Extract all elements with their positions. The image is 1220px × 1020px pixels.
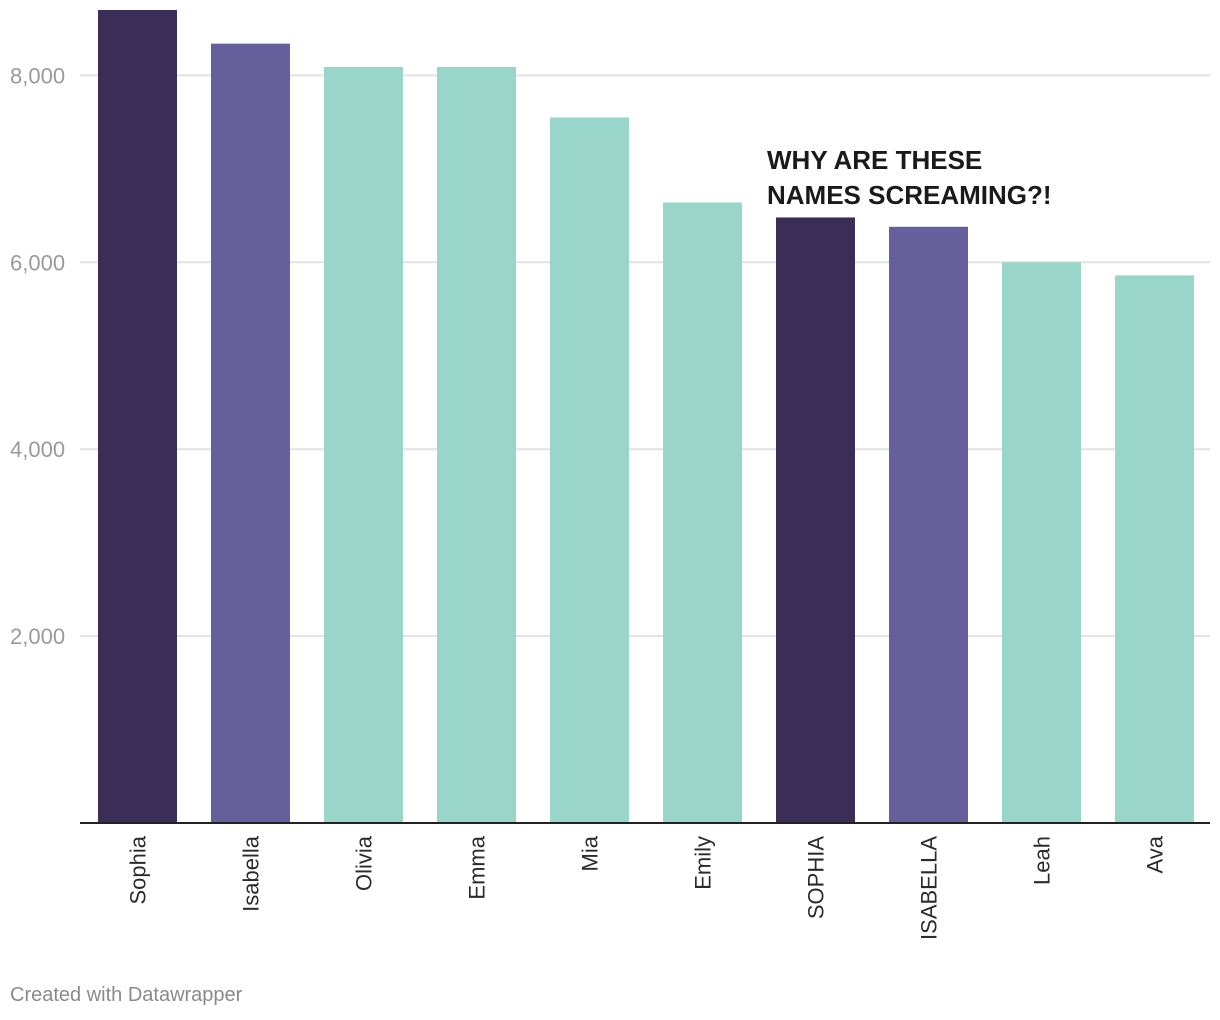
x-category-label: SOPHIA	[804, 836, 829, 919]
bars	[98, 10, 1194, 824]
x-category-label: Ava	[1143, 835, 1168, 873]
x-category-label: Mia	[578, 835, 603, 871]
x-category-label: ISABELLA	[917, 836, 942, 940]
x-category-label: Olivia	[352, 835, 377, 891]
x-category-label: Sophia	[126, 835, 151, 904]
y-tick-label: 8,000	[10, 63, 65, 88]
bar-leah-8[interactable]	[1002, 262, 1081, 824]
x-category-label: Isabella	[239, 835, 264, 912]
annotation-line-1: WHY ARE THESE	[767, 145, 982, 175]
bar-emily-5[interactable]	[663, 202, 742, 824]
bar-mia-4[interactable]	[550, 117, 629, 823]
bar-isabella-1[interactable]	[211, 43, 290, 824]
x-category-label: Emily	[691, 836, 716, 890]
x-category-label: Emma	[465, 835, 490, 899]
bar-isabella-7[interactable]	[889, 226, 968, 824]
bar-sophia-0[interactable]	[98, 10, 177, 823]
x-category-label: Leah	[1030, 836, 1055, 885]
y-tick-label: 6,000	[10, 250, 65, 275]
annotation-line-2: NAMES SCREAMING?!	[767, 180, 1052, 210]
x-axis-category-labels: Sophia Isabella Olivia Emma Mia Emily SOPHIA IS…	[126, 835, 1168, 940]
y-tick-label: 2,000	[10, 624, 65, 649]
bar-olivia-2[interactable]	[324, 67, 403, 824]
bar-ava-9[interactable]	[1115, 275, 1194, 824]
y-axis-tick-labels: 2,000 4,000 6,000 8,000	[10, 63, 65, 649]
y-tick-label: 4,000	[10, 437, 65, 462]
bar-emma-3[interactable]	[437, 67, 516, 824]
chart-annotation: WHY ARE THESE NAMES SCREAMING?!	[767, 145, 1052, 210]
datawrapper-credit[interactable]: Created with Datawrapper	[10, 984, 243, 1006]
bar-sophia-6[interactable]	[776, 217, 855, 823]
